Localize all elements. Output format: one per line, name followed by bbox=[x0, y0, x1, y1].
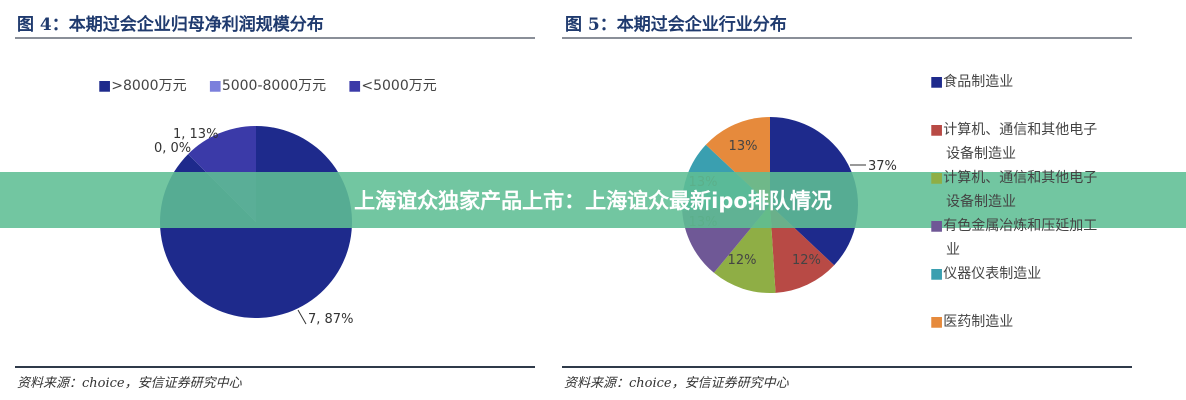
legend-item: ■计算机、通信和其他电子设备制造业 bbox=[930, 170, 1098, 210]
chart4-legend: ■>8000万元 ■5000-8000万元 ■<5000万元 bbox=[98, 74, 437, 98]
data-label: 1, 13% bbox=[173, 127, 218, 142]
chart4-title-rule bbox=[15, 37, 535, 39]
data-label: 12% bbox=[728, 253, 757, 268]
legend-label: 医药制造业 bbox=[943, 314, 1014, 330]
legend-item: ■<5000万元 bbox=[348, 78, 437, 94]
legend-item: ■食品制造业 bbox=[930, 74, 1014, 90]
data-label: 0, 0% bbox=[154, 141, 191, 156]
data-label: 12% bbox=[792, 253, 821, 268]
chart4-source-rule bbox=[15, 366, 535, 368]
legend-label: 计算机、通信和其他电子设备制造业 bbox=[943, 122, 1098, 162]
legend-label: 有色金属冶炼和压延加工业 bbox=[943, 218, 1098, 258]
data-label: 7, 87% bbox=[308, 312, 353, 327]
legend-item: ■>8000万元 bbox=[98, 78, 187, 94]
chart5-legend: ■食品制造业 ■计算机、通信和其他电子设备制造业 ■计算机、通信和其他电子设备制… bbox=[930, 70, 1100, 334]
banner-text: 上海谊众独家产品上市：上海谊众最新ipo排队情况 bbox=[354, 189, 832, 213]
legend-item: ■计算机、通信和其他电子设备制造业 bbox=[930, 122, 1098, 162]
legend-label: 计算机、通信和其他电子设备制造业 bbox=[943, 170, 1098, 210]
chart4-source: 资料来源：choice，安信证券研究中心 bbox=[17, 376, 242, 391]
legend-label: 食品制造业 bbox=[943, 74, 1014, 90]
data-label: 13% bbox=[729, 139, 758, 154]
legend-item: ■仪器仪表制造业 bbox=[930, 266, 1042, 282]
title-banner: 上海谊众独家产品上市：上海谊众最新ipo排队情况 bbox=[0, 172, 1186, 228]
legend-item: ■有色金属冶炼和压延加工业 bbox=[930, 218, 1098, 258]
chart4-title: 图 4：本期过会企业归母净利润规模分布 bbox=[17, 15, 324, 35]
data-label: 37% bbox=[868, 159, 897, 174]
legend-item: ■医药制造业 bbox=[930, 314, 1014, 330]
legend-label: 5000-8000万元 bbox=[221, 78, 327, 94]
chart5-source: 资料来源：choice，安信证券研究中心 bbox=[564, 376, 789, 391]
legend-label: >8000万元 bbox=[111, 78, 187, 94]
chart5-title: 图 5：本期过会企业行业分布 bbox=[565, 15, 787, 35]
leader-line bbox=[297, 309, 307, 325]
legend-label: <5000万元 bbox=[361, 78, 437, 94]
chart5-title-rule bbox=[562, 37, 1132, 39]
legend-label: 仪器仪表制造业 bbox=[943, 266, 1042, 282]
legend-item: ■5000-8000万元 bbox=[208, 78, 327, 94]
chart5-source-rule bbox=[562, 366, 1132, 368]
